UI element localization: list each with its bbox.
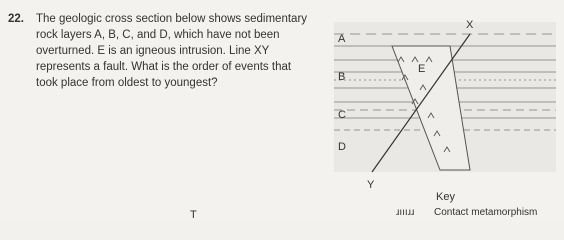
question-line: overturned. E is an igneous intrusion. L…: [36, 45, 270, 57]
key-symbol: ɹıııɹɹ: [396, 207, 414, 218]
page: 22. The geologic cross section below sho…: [8, 13, 556, 221]
label-y: Y: [367, 179, 375, 191]
label-a: A: [338, 33, 346, 45]
key-title: Key: [436, 191, 455, 203]
label-e: E: [418, 63, 425, 75]
intrusion: [391, 45, 471, 171]
fragment: T: [190, 209, 197, 221]
question-line: took place from oldest to youngest?: [36, 77, 218, 89]
key-label: Contact metamorphism: [434, 207, 537, 218]
label-d: D: [338, 141, 346, 153]
intrusion-marks: [397, 56, 451, 153]
question-line: The geologic cross section below shows s…: [36, 13, 308, 25]
question-number: 22.: [8, 13, 24, 25]
label-x: X: [466, 19, 474, 31]
question-line: represents a fault. What is the order of…: [36, 61, 292, 73]
cross-section: X Y A B C D E Key ɹıııɹɹ Contact metamor…: [190, 19, 556, 221]
label-c: C: [338, 109, 346, 121]
label-b: B: [338, 71, 345, 83]
fault-line: [371, 33, 471, 173]
question-line: rock layers A, B, C, and D, which have n…: [36, 29, 280, 41]
